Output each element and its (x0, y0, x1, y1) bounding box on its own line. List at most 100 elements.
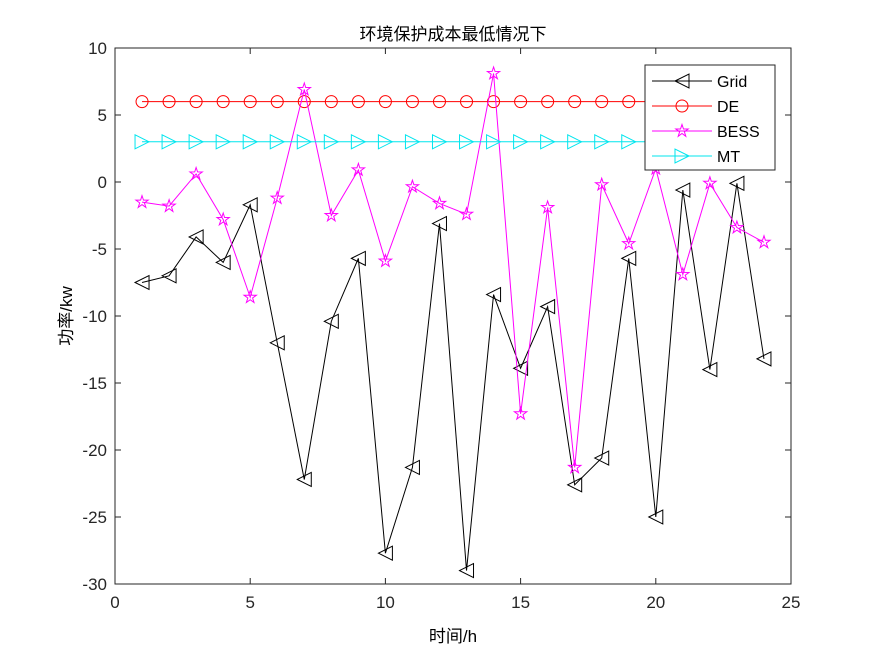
data-point-grid (701, 361, 718, 378)
data-point-mt (540, 133, 556, 150)
data-point-bess (729, 219, 745, 235)
data-point-bess (485, 65, 502, 80)
data-point-grid (350, 250, 366, 267)
data-point-bess (350, 161, 367, 177)
data-point-bess (242, 289, 258, 304)
data-point-grid (620, 250, 637, 267)
data-point-bess (566, 459, 583, 475)
data-point-de (243, 95, 257, 109)
y-tick-label: 10 (88, 39, 107, 58)
data-point-bess (296, 81, 313, 97)
data-point-de (432, 95, 446, 109)
data-point-bess (323, 207, 340, 223)
data-point-de (162, 95, 176, 109)
x-tick-label: 0 (110, 593, 119, 612)
series-bess (134, 65, 772, 475)
data-point-grid (160, 267, 177, 284)
data-point-mt (621, 133, 637, 150)
data-point-de (405, 95, 419, 109)
data-point-grid (674, 182, 691, 198)
data-point-bess (269, 189, 285, 205)
x-tick-label: 25 (782, 593, 801, 612)
y-tick-label: -10 (82, 307, 107, 326)
data-point-de (216, 95, 230, 109)
data-point-de (351, 95, 365, 109)
data-point-grid (539, 298, 556, 315)
y-tick-label: -20 (82, 441, 107, 460)
data-point-grid (215, 254, 231, 271)
data-point-mt (134, 133, 151, 150)
legend-box (644, 64, 776, 171)
data-point-de (595, 95, 609, 109)
data-point-mt (567, 133, 583, 150)
data-point-bess (161, 197, 177, 213)
data-point-bess (404, 178, 421, 194)
data-point-de (270, 95, 284, 109)
data-point-bess (134, 193, 150, 209)
chart-title: 环境保护成本最低情况下 (360, 25, 547, 44)
series-line-bess (141, 73, 765, 468)
legend-label-grid: Grid (717, 74, 747, 91)
data-point-de (622, 95, 636, 109)
data-point-grid (566, 477, 583, 493)
y-tick-label: -25 (82, 508, 107, 527)
data-point-grid (133, 274, 150, 291)
data-point-de (189, 95, 203, 109)
data-point-grid (188, 229, 204, 245)
data-point-mt (296, 133, 313, 150)
data-point-grid (242, 196, 258, 213)
data-point-grid (647, 509, 664, 525)
series-line-grid (141, 183, 765, 571)
data-point-mt (188, 133, 205, 150)
data-point-de (568, 95, 582, 109)
data-point-bess (215, 211, 231, 227)
series-grid (133, 175, 772, 579)
y-tick-label: 5 (98, 106, 107, 125)
x-tick-label: 5 (245, 593, 254, 612)
data-point-mt (350, 133, 367, 150)
x-axis-label: 时间/h (429, 627, 477, 646)
data-point-bess (593, 176, 610, 192)
data-point-grid (323, 313, 339, 330)
data-point-grid (458, 562, 475, 579)
data-point-mt (377, 133, 394, 150)
data-point-bess (621, 235, 637, 251)
legend-marker (675, 99, 689, 113)
data-point-de (378, 95, 392, 109)
data-point-mt (161, 133, 178, 150)
data-point-de (541, 95, 555, 109)
data-point-bess (188, 165, 204, 181)
legend-label-bess: BESS (717, 124, 760, 141)
data-point-grid (377, 545, 393, 561)
data-point-mt (513, 133, 529, 150)
data-point-mt (486, 133, 502, 150)
y-tick-label: 0 (98, 173, 107, 192)
data-point-bess (675, 266, 691, 281)
y-tick-label: -15 (82, 374, 107, 393)
x-tick-label: 20 (646, 593, 665, 612)
data-point-de (135, 95, 149, 109)
data-point-grid (404, 459, 420, 476)
legend-marker (674, 122, 690, 138)
y-tick-label: -30 (82, 575, 107, 594)
data-point-bess (539, 199, 556, 214)
data-point-grid (431, 215, 447, 232)
x-tick-label: 10 (376, 593, 395, 612)
data-point-grid (296, 471, 312, 488)
legend-label-mt: MT (717, 149, 740, 166)
data-point-bess (756, 234, 772, 249)
data-point-bess (458, 206, 475, 221)
data-point-mt (594, 133, 610, 150)
data-point-de (514, 95, 528, 109)
data-point-grid (593, 450, 610, 466)
data-point-grid (269, 334, 285, 351)
data-point-grid (728, 175, 745, 192)
data-point-mt (242, 133, 259, 150)
legend-marker (674, 148, 691, 164)
legend-label-de: DE (717, 99, 739, 116)
data-point-grid (485, 286, 502, 303)
data-point-mt (459, 133, 475, 150)
data-point-de (460, 95, 474, 109)
